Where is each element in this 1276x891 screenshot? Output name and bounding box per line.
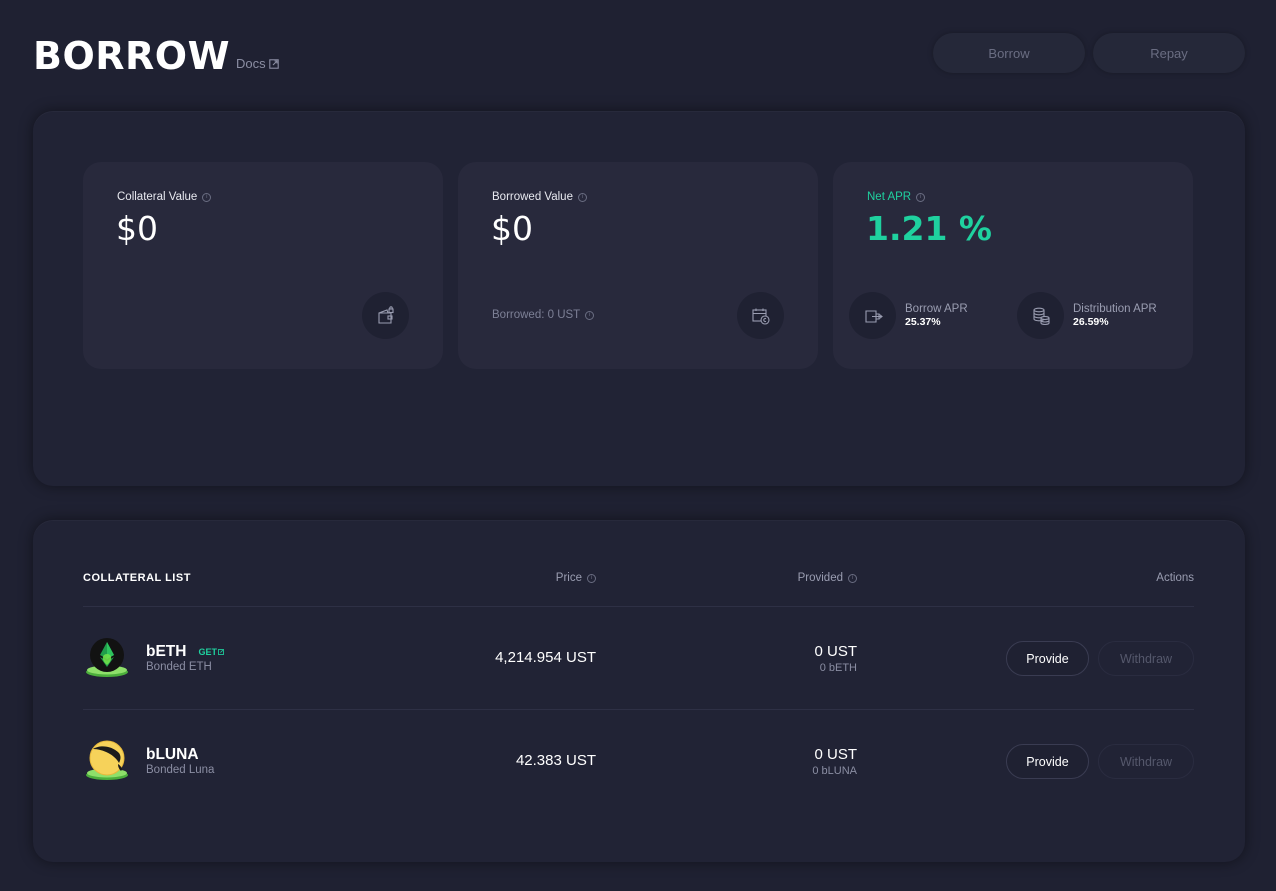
token-name: Bonded Luna [146, 764, 215, 776]
info-icon[interactable]: i [916, 192, 926, 202]
external-link-icon [268, 58, 279, 69]
collateral-list-panel: COLLATERAL LIST Price i Provided i Actio… [33, 520, 1245, 862]
info-icon[interactable]: i [587, 573, 596, 583]
collateral-value-label-row: Collateral Value i [117, 191, 212, 203]
borrowed-value-card: Borrowed Value i $0 Borrowed: 0 UST i [458, 162, 818, 369]
collateral-list-title: COLLATERAL LIST [83, 572, 191, 584]
overview-panel: Collateral Value i $0 Borrowed Value i $… [33, 111, 1245, 486]
provided-amount: 0 bETH [819, 662, 857, 674]
provided-value: 0 UST [814, 643, 857, 660]
borrowed-amount-row: Borrowed: 0 UST i [492, 309, 595, 321]
calendar-coin-icon [751, 308, 770, 325]
borrow-apr-label: Borrow APR [905, 303, 968, 315]
provided-header-label: Provided [797, 572, 843, 584]
info-icon[interactable]: i [848, 573, 857, 583]
token-symbol-row: bETH GET [146, 643, 224, 661]
borrow-apr-value: 25.37% [905, 316, 941, 328]
token-price: 42.383 UST [515, 752, 596, 769]
distribution-apr-value: 26.59% [1073, 316, 1109, 328]
net-apr-label: Net APR [867, 191, 912, 203]
repay-button[interactable]: Repay [1093, 33, 1245, 73]
provided-value: 0 UST [814, 746, 857, 763]
token-symbol: bLUNA [146, 746, 199, 763]
get-beth-link[interactable]: GET [198, 647, 224, 657]
collateral-value-label: Collateral Value [117, 191, 198, 203]
page-title: BORROW [33, 34, 231, 78]
bluna-logo-icon [86, 740, 128, 780]
wallet-arrow-icon [864, 309, 883, 323]
collateral-value-card: Collateral Value i $0 [83, 162, 443, 369]
coin-stack-icon [1032, 307, 1050, 325]
column-header-actions: Actions [1156, 572, 1194, 584]
provided-amount: 0 bLUNA [812, 765, 857, 777]
borrowed-icon-badge [737, 292, 784, 339]
column-header-provided: Provided i [798, 572, 857, 584]
distribution-apr-label: Distribution APR [1073, 303, 1157, 315]
docs-link[interactable]: Docs [236, 56, 279, 71]
table-row: bLUNA Bonded Luna 42.383 UST 0 UST 0 bLU… [83, 721, 1194, 801]
distribution-apr-icon-badge [1017, 292, 1064, 339]
provide-button[interactable]: Provide [1006, 641, 1089, 676]
beth-logo-icon [86, 638, 128, 677]
borrow-button[interactable]: Borrow [933, 33, 1085, 73]
token-price: 4,214.954 UST [495, 649, 596, 666]
net-apr-label-row: Net APR i [867, 191, 926, 203]
withdraw-button[interactable]: Withdraw [1098, 641, 1194, 676]
get-label: GET [198, 647, 217, 657]
divider [83, 606, 1194, 607]
collateral-value: $0 [116, 209, 158, 248]
distribution-apr: Distribution APR 26.59% [1017, 292, 1157, 339]
price-header-label: Price [555, 572, 582, 584]
token-symbol: bETH [146, 643, 187, 660]
page-header: BORROW Docs Borrow Repay [33, 30, 1245, 78]
distribution-apr-text: Distribution APR 26.59% [1073, 303, 1157, 328]
borrow-apr: Borrow APR 25.37% [849, 292, 968, 339]
table-row: bETH GET Bonded ETH 4,214.954 UST 0 UST … [83, 618, 1194, 698]
column-header-price: Price i [556, 572, 596, 584]
borrow-apr-icon-badge [849, 292, 896, 339]
token-name: Bonded ETH [146, 661, 212, 673]
external-link-icon [218, 649, 224, 655]
provide-button[interactable]: Provide [1006, 744, 1089, 779]
borrowed-amount: Borrowed: 0 UST [492, 309, 581, 321]
table-header: COLLATERAL LIST Price i Provided i Actio… [83, 572, 1194, 592]
token-symbol-row: bLUNA [146, 746, 199, 764]
info-icon[interactable]: i [585, 310, 595, 320]
info-icon[interactable]: i [577, 192, 587, 202]
docs-label: Docs [236, 56, 266, 71]
collateral-icon-badge [362, 292, 409, 339]
net-apr-value: 1.21 % [866, 209, 992, 248]
net-apr-card: Net APR i 1.21 % Borrow APR 25.37% [833, 162, 1193, 369]
borrowed-value: $0 [491, 209, 533, 248]
wallet-lock-icon [377, 305, 394, 324]
withdraw-button[interactable]: Withdraw [1098, 744, 1194, 779]
info-icon[interactable]: i [202, 192, 212, 202]
borrowed-value-label: Borrowed Value [492, 191, 573, 203]
borrowed-value-label-row: Borrowed Value i [492, 191, 587, 203]
divider [83, 709, 1194, 710]
borrow-apr-text: Borrow APR 25.37% [905, 303, 968, 328]
